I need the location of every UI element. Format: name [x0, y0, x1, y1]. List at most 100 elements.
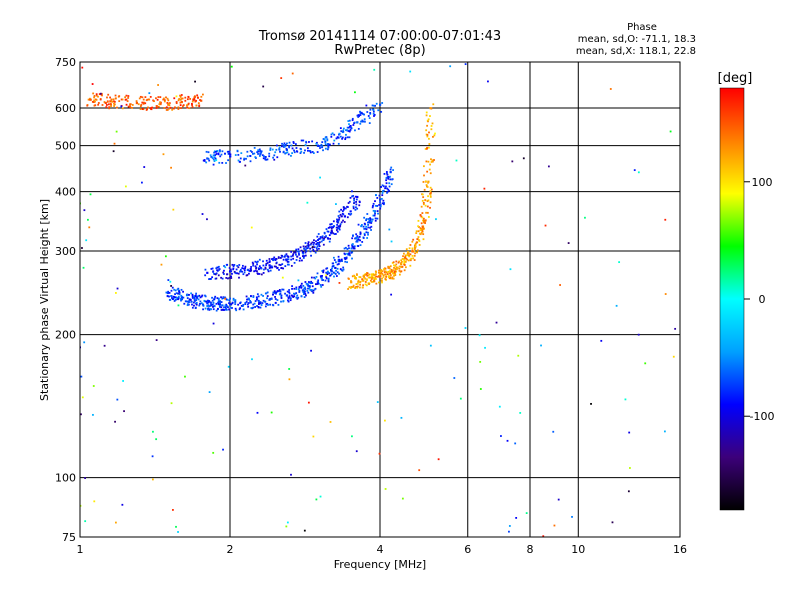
data-point	[285, 148, 288, 152]
data-speckle	[291, 295, 294, 298]
data-speckle	[422, 227, 425, 230]
data-speckle	[388, 189, 390, 192]
data-speckle	[155, 107, 158, 109]
noise-point	[611, 521, 614, 524]
data-speckle	[173, 107, 175, 110]
data-speckle	[215, 267, 218, 270]
data-speckle	[330, 231, 333, 234]
data-speckle	[170, 289, 173, 292]
data-speckle	[413, 250, 416, 253]
data-point	[259, 153, 262, 156]
data-speckle	[156, 105, 158, 107]
data-speckle	[354, 208, 357, 211]
data-speckle	[166, 97, 169, 100]
data-speckle	[426, 186, 429, 188]
data-speckle	[219, 300, 222, 303]
data-speckle	[352, 274, 355, 277]
data-speckle	[355, 283, 358, 285]
data-speckle	[429, 206, 431, 209]
data-speckle	[321, 270, 324, 272]
data-speckle	[217, 152, 220, 155]
data-speckle	[254, 306, 257, 308]
data-speckle	[392, 261, 395, 264]
data-speckle	[353, 199, 355, 201]
data-speckle	[194, 307, 197, 310]
data-speckle	[422, 203, 425, 206]
data-speckle	[153, 100, 155, 103]
noise-point	[315, 498, 318, 501]
data-speckle	[346, 136, 349, 139]
data-speckle	[341, 210, 344, 213]
noise-point	[84, 520, 87, 523]
data-speckle	[349, 210, 352, 213]
data-speckle	[282, 288, 285, 291]
data-speckle	[170, 297, 173, 299]
noise-point	[449, 65, 452, 68]
data-speckle	[354, 195, 357, 198]
scatter-points	[80, 63, 677, 537]
data-speckle	[97, 103, 100, 106]
data-speckle	[293, 149, 295, 152]
data-speckle	[333, 259, 336, 261]
data-speckle	[292, 142, 295, 145]
data-speckle	[278, 148, 281, 150]
data-speckle	[213, 297, 216, 300]
noise-point	[514, 442, 517, 445]
noise-point	[113, 142, 116, 145]
data-speckle	[243, 157, 246, 160]
data-speckle	[268, 152, 271, 155]
data-speckle	[379, 275, 382, 277]
data-speckle	[243, 271, 246, 274]
data-speckle	[269, 303, 272, 306]
data-speckle	[352, 285, 355, 288]
data-speckle	[264, 305, 267, 308]
noise-point	[85, 239, 88, 242]
data-speckle	[317, 145, 320, 147]
data-speckle	[352, 235, 354, 237]
grid-lines	[80, 62, 680, 537]
data-speckle	[279, 150, 281, 153]
data-speckle	[295, 248, 298, 251]
data-speckle	[355, 206, 357, 209]
noise-point	[664, 293, 667, 295]
data-speckle	[202, 308, 204, 311]
data-speckle	[382, 268, 385, 270]
data-speckle	[356, 207, 359, 210]
noise-point	[319, 495, 322, 498]
data-speckle	[285, 151, 288, 154]
data-speckle	[353, 247, 356, 250]
data-speckle	[329, 223, 332, 226]
data-speckle	[348, 253, 351, 256]
data-speckle	[257, 305, 260, 308]
data-speckle	[381, 279, 383, 282]
data-speckle	[381, 192, 384, 194]
noise-point	[319, 176, 321, 179]
data-speckle	[191, 102, 193, 105]
data-speckle	[155, 97, 157, 100]
data-speckle	[329, 274, 331, 277]
data-speckle	[403, 269, 406, 272]
noise-point	[500, 435, 502, 437]
data-point	[379, 198, 382, 201]
x-tick-label: 16	[673, 543, 687, 556]
noise-point	[177, 304, 180, 307]
noise-point	[270, 411, 273, 414]
data-speckle	[363, 222, 366, 225]
data-speckle	[332, 256, 335, 259]
data-speckle	[361, 119, 364, 122]
data-speckle	[374, 273, 377, 276]
data-speckle	[354, 277, 356, 280]
data-speckle	[187, 95, 190, 98]
data-point	[206, 271, 209, 274]
data-speckle	[211, 296, 213, 299]
noise-point	[297, 279, 300, 282]
noise-point	[80, 346, 82, 349]
data-speckle	[139, 105, 142, 108]
data-speckle	[339, 260, 341, 263]
data-speckle	[348, 252, 351, 255]
data-speckle	[342, 213, 345, 216]
data-speckle	[367, 276, 370, 279]
data-speckle	[310, 254, 312, 257]
data-speckle	[387, 177, 390, 180]
data-speckle	[253, 152, 256, 155]
